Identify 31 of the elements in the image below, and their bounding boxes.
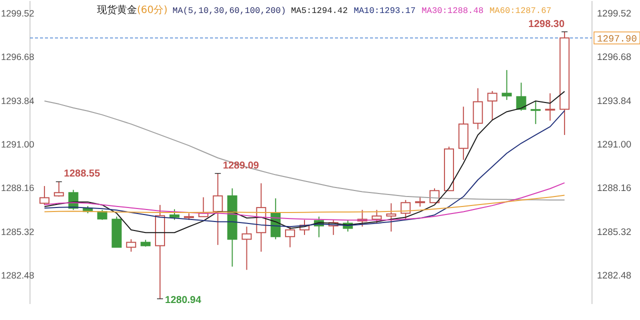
ytick: 1288.16: [1, 183, 34, 194]
y2tick: 1282.48: [597, 270, 632, 282]
y2tick: 1299.52: [597, 8, 632, 20]
ytick: 1296.68: [1, 52, 34, 62]
ytick: 1291.00: [1, 140, 34, 150]
subtitle: (60分): [137, 5, 168, 16]
annotation: 1289.09: [222, 160, 260, 172]
legend: MA10:1293.17: [354, 6, 416, 16]
legend: MA30:1288.48: [422, 6, 484, 16]
annotation: MA(5,10,30,60,100,200): [172, 6, 286, 16]
title: 现货黄金: [97, 5, 137, 16]
annotation: 1288.55: [56, 168, 100, 182]
annotation: 1280.94: [156, 294, 202, 306]
ref-line-label: 1297.90: [597, 33, 638, 44]
annotation: 1289.09: [214, 160, 259, 174]
y2tick: 1293.84: [597, 96, 632, 107]
annotation: 1298.30: [528, 18, 565, 30]
annotation: 1280.94: [165, 294, 202, 306]
ref-label: 1297.90: [594, 32, 640, 44]
y2tick: 1288.16: [597, 183, 632, 194]
y2tick: 1291.00: [597, 140, 632, 151]
legend: MA5:1294.42: [291, 6, 348, 16]
ytick: 1299.52: [1, 8, 34, 18]
annotation: 1298.30: [528, 18, 568, 32]
y2tick: 1285.32: [597, 226, 632, 238]
ytick: 1282.48: [1, 270, 34, 281]
ytick: 1285.32: [1, 226, 34, 237]
legend: MA60:1287.67: [490, 6, 552, 16]
annotation: 1288.55: [64, 168, 100, 180]
ytick: 1293.84: [1, 96, 34, 106]
y2tick: 1296.68: [597, 52, 632, 64]
